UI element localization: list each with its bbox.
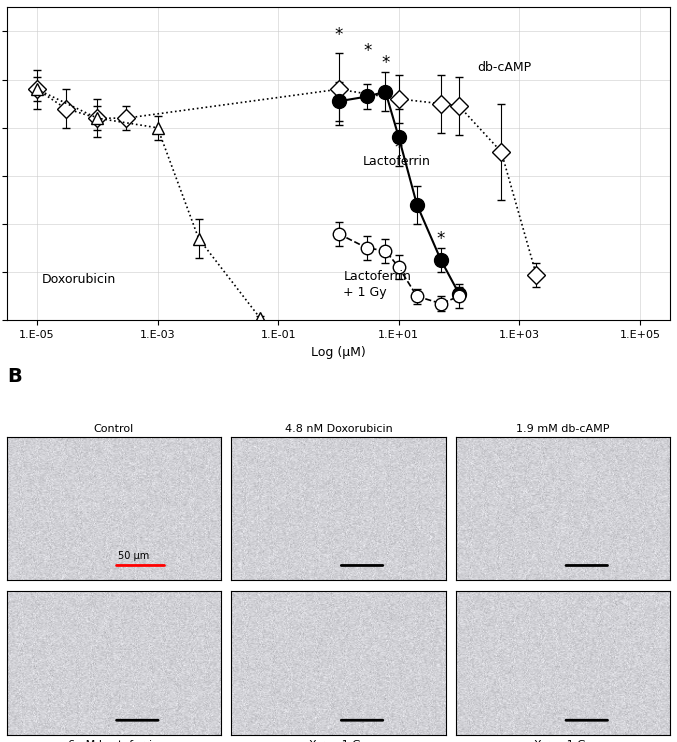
X-axis label: 6 μM Lactoferrin: 6 μM Lactoferrin [68, 740, 159, 742]
Text: *: * [437, 230, 445, 248]
Text: *: * [395, 139, 403, 157]
Title: 1.9 mM db-cAMP: 1.9 mM db-cAMP [517, 424, 610, 434]
Text: B: B [7, 367, 22, 387]
Text: Lactoferrin
+ 1 Gy: Lactoferrin + 1 Gy [343, 270, 411, 299]
Text: Doxorubicin: Doxorubicin [42, 273, 116, 286]
Text: *: * [334, 25, 343, 44]
Title: Control: Control [93, 424, 134, 434]
Title: 4.8 nM Doxorubicin: 4.8 nM Doxorubicin [284, 424, 393, 434]
X-axis label: Log (μM): Log (μM) [311, 346, 366, 358]
Text: *: * [381, 54, 390, 73]
X-axis label: X-ray 1 Gy: X-ray 1 Gy [309, 740, 368, 742]
Text: 50 μm: 50 μm [118, 551, 150, 561]
Text: Lactoferrin: Lactoferrin [362, 155, 431, 168]
Text: *: * [363, 42, 372, 60]
Text: db-cAMP: db-cAMP [477, 61, 531, 74]
X-axis label: X-ray 1 Gy
with 6 μM Lactoferrin: X-ray 1 Gy with 6 μM Lactoferrin [504, 740, 622, 742]
